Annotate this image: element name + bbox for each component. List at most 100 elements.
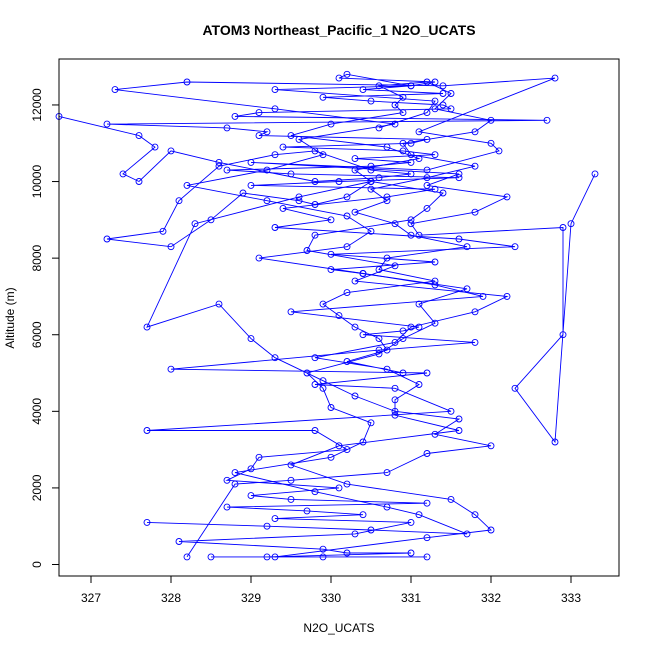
data-point bbox=[351, 323, 359, 331]
data-point bbox=[423, 369, 431, 377]
data-point bbox=[375, 266, 383, 274]
data-point bbox=[423, 204, 431, 212]
data-point bbox=[383, 197, 391, 205]
data-point bbox=[231, 469, 239, 477]
data-point bbox=[455, 235, 463, 243]
data-point bbox=[135, 178, 143, 185]
data-point bbox=[167, 243, 175, 251]
data-point bbox=[351, 392, 359, 400]
data-point bbox=[175, 197, 183, 205]
data-point bbox=[359, 511, 367, 519]
data-point bbox=[319, 93, 327, 101]
data-point bbox=[407, 216, 415, 224]
data-point bbox=[391, 396, 399, 404]
y-tick-label: 4000 bbox=[30, 398, 44, 425]
data-point bbox=[343, 289, 351, 297]
y-tick-label: 12000 bbox=[30, 88, 44, 122]
data-point bbox=[511, 243, 519, 251]
data-point bbox=[423, 181, 431, 189]
data-point bbox=[367, 178, 375, 185]
data-point bbox=[303, 247, 311, 254]
data-point bbox=[295, 197, 303, 205]
data-point bbox=[247, 492, 255, 500]
data-point bbox=[191, 220, 199, 228]
data-point bbox=[263, 128, 271, 136]
x-tick-label: 329 bbox=[241, 591, 261, 605]
data-point bbox=[375, 350, 383, 358]
data-point bbox=[391, 120, 399, 128]
data-point bbox=[487, 526, 495, 534]
data-point bbox=[271, 553, 279, 561]
data-point bbox=[207, 216, 215, 224]
data-point bbox=[231, 112, 239, 120]
data-point bbox=[367, 227, 375, 235]
y-tick-label: 2000 bbox=[30, 474, 44, 501]
x-tick-label: 328 bbox=[161, 591, 181, 605]
data-point bbox=[447, 90, 455, 97]
data-point bbox=[279, 143, 287, 151]
y-axis-label: Altitude (m) bbox=[3, 287, 17, 348]
data-point bbox=[295, 193, 303, 201]
data-point bbox=[423, 109, 431, 117]
data-point bbox=[295, 135, 303, 143]
data-point bbox=[415, 511, 423, 519]
data-point bbox=[407, 549, 415, 557]
data-point bbox=[471, 162, 479, 170]
data-point bbox=[343, 212, 351, 220]
data-point bbox=[335, 442, 343, 450]
data-point bbox=[567, 220, 575, 228]
data-point bbox=[367, 526, 375, 534]
series-layer bbox=[55, 70, 599, 561]
data-point bbox=[223, 503, 231, 511]
data-point bbox=[287, 461, 295, 469]
data-point bbox=[391, 411, 399, 419]
data-point bbox=[431, 97, 439, 105]
data-point bbox=[391, 262, 399, 270]
data-point bbox=[255, 254, 263, 262]
data-point bbox=[375, 335, 383, 343]
data-point bbox=[327, 120, 335, 128]
data-point bbox=[487, 442, 495, 450]
data-point bbox=[215, 300, 223, 308]
data-point bbox=[559, 331, 567, 339]
data-point bbox=[455, 427, 463, 434]
data-point bbox=[391, 220, 399, 228]
data-point bbox=[367, 97, 375, 105]
data-point bbox=[287, 495, 295, 503]
y-tick-label: 10000 bbox=[30, 165, 44, 199]
x-tick-label: 331 bbox=[401, 591, 421, 605]
data-point bbox=[423, 534, 431, 542]
data-point bbox=[431, 319, 439, 327]
data-point bbox=[407, 151, 415, 159]
data-point bbox=[487, 139, 495, 147]
y-tick-label: 6000 bbox=[30, 321, 44, 348]
data-point bbox=[471, 208, 479, 216]
data-point bbox=[431, 105, 439, 113]
data-point bbox=[455, 174, 463, 182]
data-point bbox=[239, 189, 247, 197]
data-point bbox=[471, 128, 479, 136]
data-point bbox=[303, 507, 311, 515]
data-point bbox=[255, 453, 263, 461]
data-point bbox=[359, 270, 367, 277]
data-point bbox=[399, 147, 407, 155]
data-point bbox=[231, 480, 239, 488]
data-point bbox=[111, 86, 119, 94]
x-axis: 327 328 329 330 331 332 333 bbox=[81, 575, 581, 605]
y-tick-label: 0 bbox=[30, 561, 44, 568]
data-point bbox=[399, 335, 407, 343]
x-axis-label: N2O_UCATS bbox=[303, 621, 374, 635]
data-point bbox=[271, 151, 279, 159]
data-point bbox=[551, 74, 559, 82]
series-line bbox=[106, 73, 548, 558]
data-point bbox=[375, 346, 383, 354]
data-point bbox=[359, 86, 367, 94]
data-point bbox=[423, 553, 431, 561]
data-point bbox=[135, 132, 143, 140]
x-tick-label: 333 bbox=[561, 591, 581, 605]
data-point bbox=[311, 147, 319, 155]
data-point bbox=[335, 484, 343, 492]
data-point bbox=[415, 155, 423, 163]
data-point bbox=[319, 377, 327, 385]
